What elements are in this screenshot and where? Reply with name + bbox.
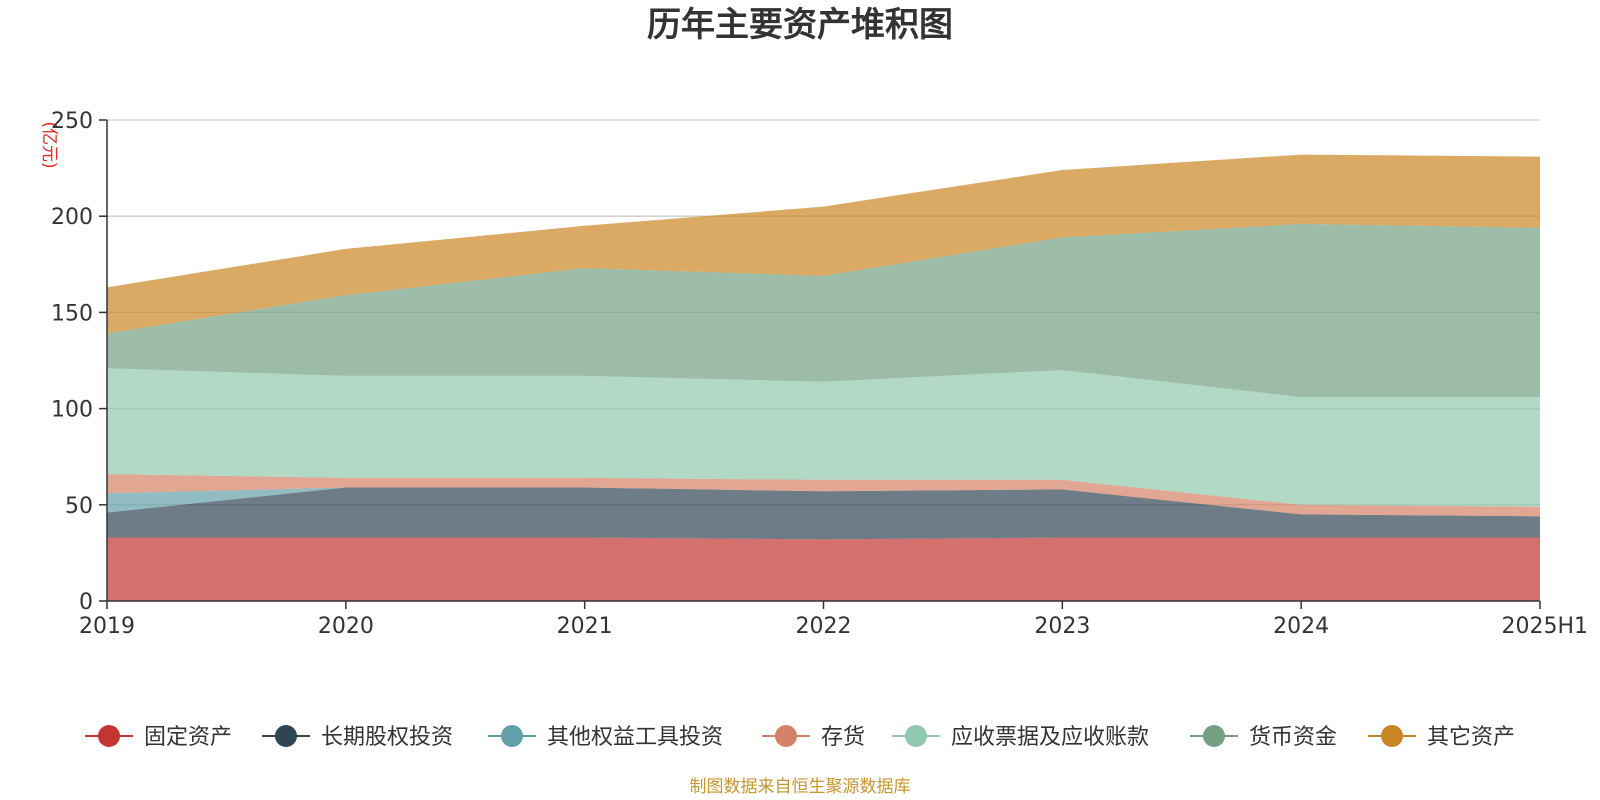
area-series-2 (107, 487, 1540, 517)
legend: 固定资产 长期股权投资 其他权益工具投资 存货 应收票据及应收账款 货币资金 其它资产 (85, 725, 1515, 750)
area-series-0 (107, 537, 1540, 601)
legend-marker (905, 725, 927, 747)
legend-marker (1203, 725, 1225, 747)
area-series-6 (107, 154, 1540, 334)
legend-label: 固定资产 (144, 725, 232, 750)
y-tick-label: 100 (51, 398, 93, 423)
y-tick-label: 150 (51, 301, 93, 326)
x-tick-label: 2023 (1034, 614, 1090, 639)
y-tick-label: 0 (79, 590, 93, 615)
legend-marker (275, 725, 297, 747)
area-series-3 (107, 474, 1540, 517)
legend-item-2[interactable]: 其他权益工具投资 (488, 725, 723, 750)
legend-marker (501, 725, 523, 747)
legend-label: 长期股权投资 (321, 725, 453, 750)
legend-marker (775, 725, 797, 747)
x-tick-label: 2025H1 (1501, 614, 1588, 639)
legend-item-0[interactable]: 固定资产 (85, 725, 232, 750)
legend-item-1[interactable]: 长期股权投资 (262, 725, 453, 750)
x-tick-label: 2022 (796, 614, 852, 639)
legend-label: 存货 (821, 725, 865, 750)
y-axis-unit-label: (亿元) (39, 121, 59, 168)
legend-label: 其他权益工具投资 (547, 725, 723, 750)
y-tick-label: 50 (65, 494, 93, 519)
x-tick-label: 2021 (557, 614, 613, 639)
x-tick-label: 2020 (318, 614, 374, 639)
legend-item-5[interactable]: 货币资金 (1190, 725, 1337, 750)
legend-marker (98, 725, 120, 747)
area-series-group (107, 154, 1540, 601)
area-series-5 (107, 223, 1540, 398)
axes: 0 50 100 150 200 250 2019 2020 2021 2022 2023 2024 2… (51, 109, 1588, 639)
area-series-1 (107, 487, 1540, 540)
x-tick-label: 2024 (1273, 614, 1329, 639)
legend-item-4[interactable]: 应收票据及应收账款 (892, 725, 1149, 750)
legend-item-6[interactable]: 其它资产 (1368, 725, 1515, 750)
y-tick-label: 250 (51, 109, 93, 134)
legend-marker (1381, 725, 1403, 747)
y-tick-label: 200 (51, 205, 93, 230)
legend-label: 其它资产 (1427, 725, 1515, 750)
legend-item-3[interactable]: 存货 (762, 725, 865, 750)
legend-label: 应收票据及应收账款 (951, 725, 1149, 750)
area-series-4 (107, 368, 1540, 507)
chart-title: 历年主要资产堆积图 (647, 5, 953, 45)
legend-label: 货币资金 (1249, 725, 1337, 750)
x-tick-label: 2019 (79, 614, 135, 639)
source-note: 制图数据来自恒生聚源数据库 (690, 777, 911, 797)
